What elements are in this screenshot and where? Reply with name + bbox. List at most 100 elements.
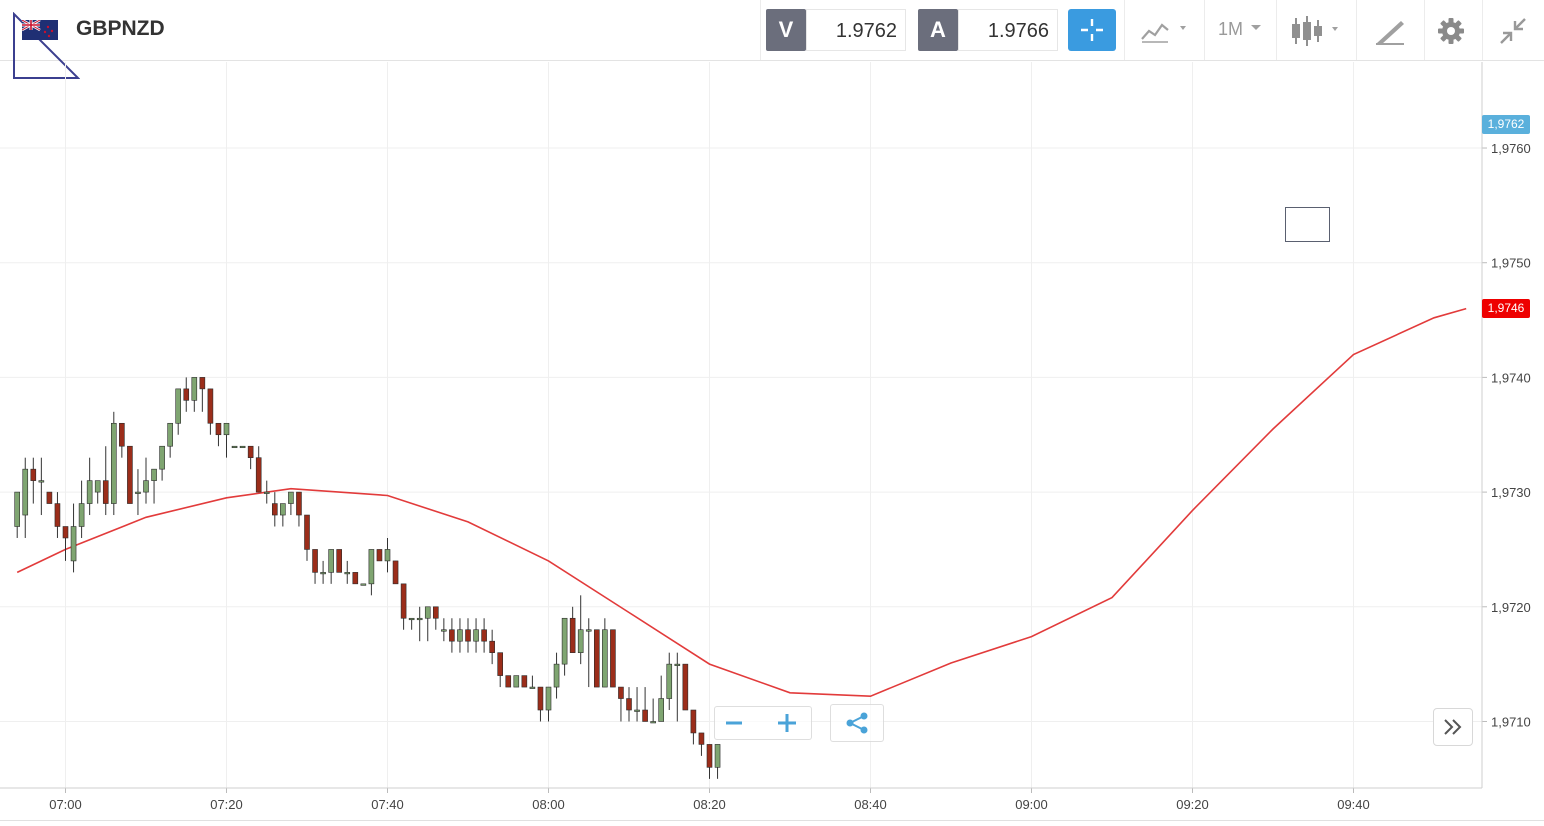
candle xyxy=(529,675,536,689)
collapse-button[interactable] xyxy=(1484,0,1542,60)
candle-body xyxy=(70,526,77,562)
candle-body xyxy=(585,629,592,632)
candle xyxy=(553,652,560,699)
x-axis-tick-label: 09:00 xyxy=(1015,797,1048,812)
candle-body xyxy=(215,422,222,436)
candle-body xyxy=(86,480,93,504)
candle xyxy=(481,618,487,653)
candle xyxy=(577,595,584,665)
candle-body xyxy=(650,721,656,724)
candle xyxy=(143,457,149,504)
candle-body xyxy=(682,663,689,711)
candle xyxy=(416,606,423,642)
toolbar-divider xyxy=(1482,0,1483,60)
candle xyxy=(255,446,262,493)
candle-body xyxy=(336,549,343,573)
candle-body xyxy=(457,629,463,642)
candle-body xyxy=(320,572,326,575)
collapse-icon xyxy=(1500,18,1526,44)
line-chart-type-icon xyxy=(1141,23,1186,43)
candle xyxy=(70,503,77,573)
moving-average-line xyxy=(16,307,1467,698)
candle-body xyxy=(690,709,697,734)
candle xyxy=(473,618,479,653)
candle xyxy=(626,687,632,722)
crosshair-button[interactable] xyxy=(1068,9,1116,51)
candle xyxy=(602,618,608,688)
candle xyxy=(38,457,45,516)
candle-body xyxy=(14,491,20,527)
candle-body xyxy=(231,445,238,449)
toolbar-divider xyxy=(1276,0,1277,60)
candle-body xyxy=(62,526,69,539)
candle xyxy=(658,675,665,722)
double-chevron-right-icon xyxy=(1444,719,1462,735)
drawing-tools-button[interactable] xyxy=(1360,0,1422,60)
candle-body xyxy=(360,583,367,586)
zoom-out-icon[interactable] xyxy=(723,713,745,733)
candle-body xyxy=(465,629,471,642)
candle xyxy=(127,445,133,504)
candle xyxy=(54,492,61,538)
share-control xyxy=(830,704,884,742)
candle-style-button[interactable] xyxy=(1280,0,1352,60)
candle-body xyxy=(78,503,85,527)
sell-price[interactable]: 1.9762 xyxy=(806,9,906,51)
candle-body xyxy=(239,445,246,449)
candle xyxy=(634,687,640,722)
gb-nz-flag-icon xyxy=(22,20,58,40)
candle xyxy=(593,629,600,688)
candlestick-icon xyxy=(1292,16,1338,46)
y-axis-tick-label: 1,9730 xyxy=(1491,485,1531,500)
candle xyxy=(231,445,238,449)
candle xyxy=(288,491,294,516)
candle-body xyxy=(392,560,399,585)
settings-button[interactable] xyxy=(1426,0,1480,60)
bottom-border xyxy=(0,820,1544,821)
candle-body xyxy=(577,629,584,653)
sell-label[interactable]: V xyxy=(766,9,806,51)
selection-rectangle[interactable] xyxy=(1285,207,1331,243)
candle xyxy=(62,526,69,561)
buy-price[interactable]: 1.9766 xyxy=(958,9,1058,51)
candle-body xyxy=(529,686,536,689)
candle xyxy=(328,549,334,584)
x-axis-tick-label: 08:20 xyxy=(693,797,726,812)
candle xyxy=(432,606,439,630)
candle-body xyxy=(432,606,439,619)
share-icon[interactable] xyxy=(845,712,869,734)
price-chart[interactable]: 07:00 07:20 07:40 08:00 08:20 08:40 09:00 09:20… xyxy=(0,61,1544,826)
scroll-to-latest-button[interactable] xyxy=(1433,708,1473,746)
candle xyxy=(102,446,109,516)
axes-layer: 07:00 07:20 07:40 08:00 08:20 08:40 09:00 09:20… xyxy=(0,62,1531,812)
drawing-tools-icon xyxy=(1376,21,1404,45)
candle-body xyxy=(151,468,157,481)
candle xyxy=(296,491,302,527)
candle xyxy=(441,618,447,642)
candle xyxy=(22,457,29,538)
candle-body xyxy=(521,675,528,688)
chart-type-button[interactable] xyxy=(1130,0,1200,60)
candle xyxy=(94,480,101,504)
candle-body xyxy=(658,698,665,722)
candle xyxy=(376,549,383,562)
buy-label[interactable]: A xyxy=(918,9,958,51)
candle-body xyxy=(223,422,230,436)
y-axis-tick-label: 1,9720 xyxy=(1491,600,1531,615)
candle-body xyxy=(271,503,278,516)
candle xyxy=(666,652,673,711)
candle-body xyxy=(545,686,552,711)
timeframe-button[interactable]: 1M xyxy=(1206,0,1276,60)
candle-body xyxy=(626,698,632,711)
y-axis-tick-label: 1,9760 xyxy=(1491,141,1531,156)
candle-body xyxy=(344,572,351,575)
candle-body xyxy=(424,606,431,619)
candle xyxy=(167,422,173,458)
zoom-in-icon[interactable] xyxy=(775,711,799,735)
candle-body xyxy=(368,549,375,585)
candle-body xyxy=(441,629,447,632)
candle-body xyxy=(497,652,504,676)
candle xyxy=(449,618,455,653)
candle-body xyxy=(119,422,125,447)
candle xyxy=(46,491,53,504)
